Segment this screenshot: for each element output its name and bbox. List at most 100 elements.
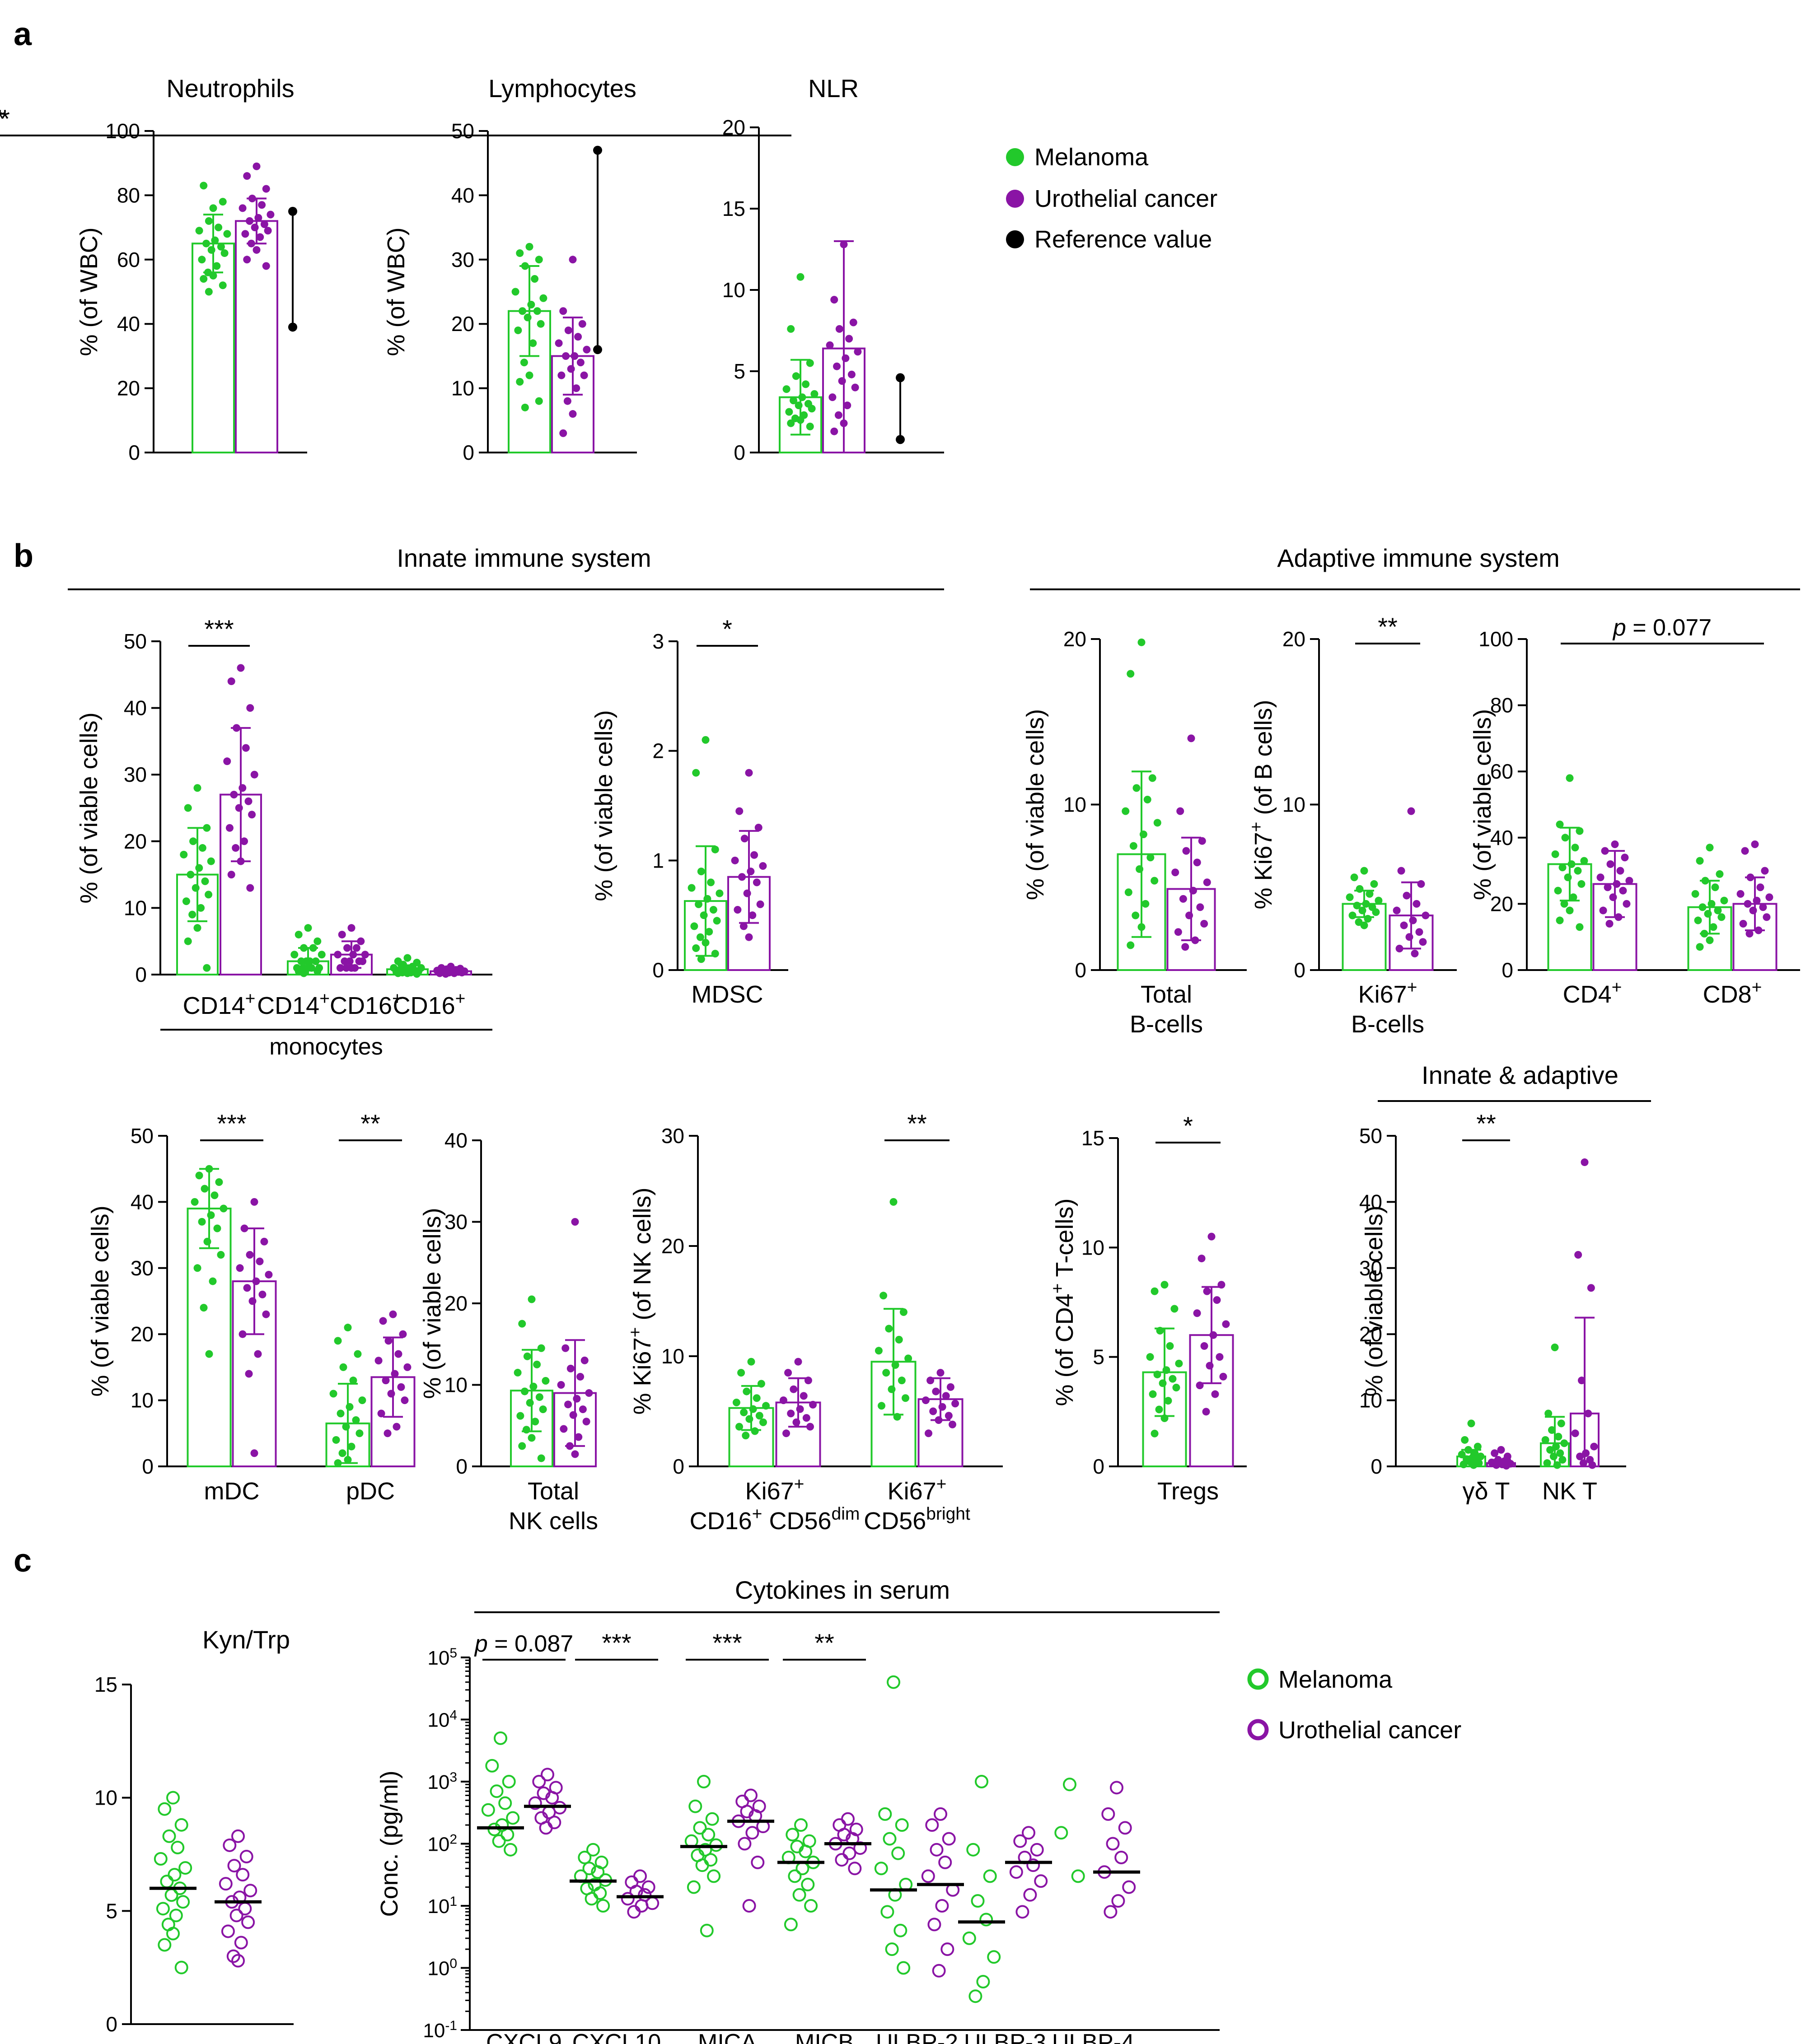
- data-point: [1397, 867, 1405, 875]
- data-point: [312, 957, 320, 965]
- data-point: [1356, 885, 1364, 893]
- data-point: [166, 1791, 180, 1805]
- data-point: [938, 1403, 946, 1411]
- chart-cytokines: 10-1 100 101 102 103 104 105 Conc. (pg/ml) CXCL9…: [376, 1629, 1220, 2044]
- data-point: [547, 1815, 561, 1829]
- data-point: [1458, 1451, 1466, 1459]
- data-point: [1706, 844, 1714, 852]
- data-point: [747, 1358, 755, 1366]
- chart-monocytes: 0 10 20 30 40 50 % (of viable cells) CD14+ CD14+…: [75, 615, 492, 1019]
- data-point: [692, 769, 700, 777]
- data-point: [1415, 928, 1423, 936]
- data-point: [575, 1433, 583, 1441]
- data-point: [1182, 847, 1190, 855]
- category-label: NK cells: [509, 1507, 598, 1535]
- data-point: [252, 1277, 260, 1285]
- data-point: [883, 1832, 897, 1846]
- data-point: [1541, 1436, 1549, 1444]
- data-point: [241, 230, 249, 238]
- significance-label: *: [1183, 1111, 1193, 1140]
- data-point: [521, 262, 529, 270]
- data-point: [1736, 890, 1745, 898]
- data-point: [707, 1869, 721, 1883]
- significance-label: ***: [204, 615, 234, 643]
- data-point: [804, 1377, 812, 1385]
- data-point: [569, 1411, 577, 1419]
- data-point: [731, 856, 739, 864]
- data-point: [1579, 1459, 1587, 1467]
- data-point: [976, 1975, 990, 1989]
- category-label: B-cells: [1351, 1011, 1424, 1038]
- data-point: [205, 288, 213, 296]
- data-point: [532, 1775, 546, 1788]
- y-tick-label: 104: [427, 1708, 457, 1731]
- data-point: [1543, 1459, 1551, 1467]
- y-tick-label: 20: [117, 377, 140, 400]
- data-point: [690, 922, 698, 930]
- data-point: [384, 1429, 392, 1437]
- data-point: [1587, 1284, 1595, 1292]
- y-tick-label: 60: [117, 248, 140, 271]
- data-point: [1149, 1390, 1157, 1398]
- y-tick-label: 40: [1359, 1190, 1382, 1213]
- data-point: [1122, 1880, 1136, 1894]
- data-point: [563, 397, 571, 405]
- data-point: [1124, 888, 1132, 896]
- data-point: [921, 1869, 935, 1883]
- data-point: [525, 371, 533, 379]
- y-tick-label: 20: [451, 312, 474, 336]
- data-point: [745, 769, 753, 777]
- data-point: [1362, 900, 1370, 908]
- data-point: [1151, 877, 1159, 885]
- data-point: [1101, 1807, 1115, 1821]
- y-tick-label: 5: [106, 1899, 117, 1923]
- data-point: [225, 824, 234, 832]
- data-point: [1009, 1865, 1023, 1879]
- data-point: [705, 1812, 719, 1826]
- y-axis-label: % (of WBC): [383, 227, 410, 356]
- data-point: [248, 1297, 257, 1305]
- data-point: [709, 906, 717, 914]
- data-point: [332, 1436, 340, 1444]
- data-point: [806, 422, 814, 430]
- data-point: [1571, 844, 1579, 852]
- data-point: [389, 1310, 397, 1318]
- data-point: [1739, 919, 1747, 928]
- y-tick-label: 50: [131, 1124, 154, 1148]
- data-point: [525, 243, 533, 251]
- data-point: [1564, 873, 1572, 882]
- data-point: [792, 1418, 800, 1426]
- data-point: [223, 230, 231, 238]
- category-label: Ki67+: [888, 1475, 947, 1505]
- data-point: [702, 736, 710, 744]
- data-point: [806, 359, 814, 367]
- data-point: [1714, 906, 1722, 915]
- data-point: [1419, 938, 1427, 946]
- data-point: [531, 1418, 539, 1426]
- data-point: [1567, 860, 1576, 868]
- data-point: [338, 930, 346, 938]
- data-point: [798, 393, 806, 401]
- data-point: [203, 964, 211, 972]
- data-point: [334, 1337, 342, 1345]
- data-point: [571, 1218, 579, 1226]
- data-point: [711, 845, 719, 854]
- data-point: [927, 1918, 941, 1932]
- data-point: [197, 904, 205, 912]
- data-point: [241, 1915, 255, 1929]
- y-tick-label: 10: [1359, 1389, 1382, 1412]
- data-point: [188, 910, 196, 919]
- y-tick-label: 100: [105, 119, 140, 143]
- header-innate-adaptive: Innate & adaptive: [1422, 1061, 1619, 1089]
- category-label: Ki67+: [1358, 978, 1417, 1008]
- data-point: [522, 1426, 530, 1434]
- data-point: [215, 1178, 223, 1186]
- data-point: [573, 1395, 581, 1403]
- data-point: [393, 1423, 401, 1431]
- data-point: [882, 1369, 890, 1377]
- data-point: [835, 1853, 849, 1867]
- y-tick-label: 0: [673, 1455, 684, 1478]
- data-point: [492, 1834, 506, 1848]
- data-point: [539, 294, 547, 302]
- y-tick-label: 10: [1081, 1236, 1104, 1259]
